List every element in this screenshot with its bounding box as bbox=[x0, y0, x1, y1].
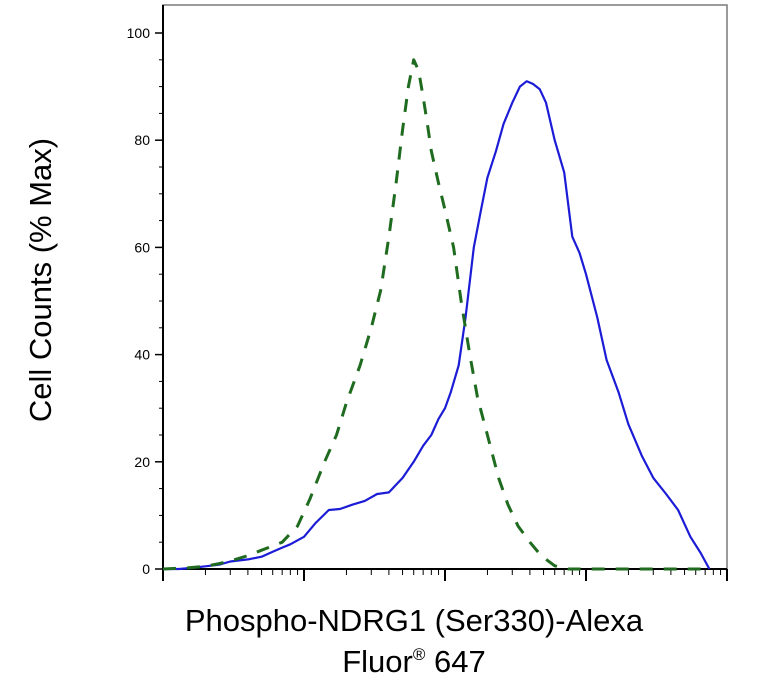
x-axis-title-line2: Fluor® 647 bbox=[342, 644, 486, 679]
x-axis-title-line2-a: Fluor bbox=[342, 644, 413, 679]
control-histogram-line bbox=[162, 58, 710, 571]
y-axis-title: Cell Counts (% Max) bbox=[23, 138, 58, 422]
y-tick-label: 80 bbox=[134, 132, 150, 148]
x-axis-title-line1: Phospho-NDRG1 (Ser330)-Alexa bbox=[185, 603, 644, 638]
x-ticks bbox=[162, 569, 728, 581]
y-tick-label: 20 bbox=[134, 454, 150, 470]
y-tick-label: 0 bbox=[142, 561, 150, 577]
x-axis-title-registered: ® bbox=[413, 645, 426, 664]
y-tick-label: 100 bbox=[127, 25, 151, 41]
y-tick-label: 60 bbox=[134, 239, 150, 255]
series-layer bbox=[162, 58, 711, 571]
y-tick-label: 40 bbox=[134, 347, 150, 363]
x-axis-title-line2-b: 647 bbox=[425, 644, 485, 679]
sample-histogram-line bbox=[163, 80, 711, 571]
plot-frame bbox=[162, 4, 728, 570]
y-ticks: 0 20 40 60 80 100 bbox=[127, 25, 163, 577]
